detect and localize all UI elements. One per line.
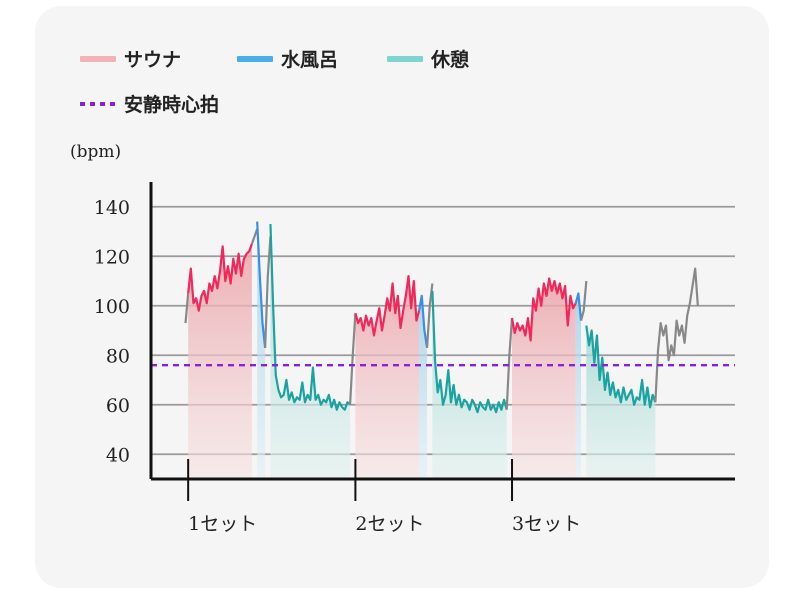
- series-line-gap2b: [425, 283, 434, 348]
- series-line-rest3: [585, 325, 657, 409]
- y-tick-label-80: 80: [106, 345, 130, 367]
- series-line-cold1: [256, 221, 267, 348]
- series-line-warmup: [184, 293, 190, 324]
- series-line-gap1b: [264, 236, 272, 348]
- fill-cold3: [575, 293, 582, 479]
- series-line-gap1: [250, 228, 259, 245]
- set-label-3: 3セット: [512, 513, 581, 535]
- fill-cold1: [257, 221, 266, 479]
- series-line-after: [654, 267, 699, 403]
- phase-fills: [188, 221, 656, 479]
- series-line-cold2: [418, 294, 429, 348]
- series-line-cold3: [574, 292, 583, 321]
- fill-rest1: [270, 224, 351, 479]
- set-label-1: 1セット: [188, 513, 257, 535]
- set-label-2: 2セット: [355, 513, 424, 535]
- y-tick-labels: 40 60 80 100 120 140: [94, 197, 130, 467]
- chart-card: [35, 6, 769, 588]
- legend-swatch-cold: [237, 56, 273, 62]
- fill-sauna2: [355, 276, 420, 479]
- series-lines: [151, 221, 735, 414]
- y-tick-label-40: 40: [106, 444, 130, 466]
- y-axis-label: (bpm): [70, 142, 121, 162]
- series-line-sauna3: [510, 277, 577, 342]
- y-tick-label-120: 120: [94, 246, 130, 268]
- series-line-gap2: [348, 313, 357, 405]
- axes: [149, 182, 735, 501]
- legend-label-rest: 休憩: [430, 48, 469, 71]
- legend-swatch-sauna: [80, 56, 116, 62]
- series-line-rest1: [269, 224, 351, 411]
- y-tick-label-140: 140: [94, 197, 130, 219]
- y-tick-label-60: 60: [106, 395, 130, 417]
- legend-swatch-rest: [387, 56, 423, 62]
- series-line-rest2: [431, 290, 508, 414]
- fill-sauna1: [188, 243, 252, 479]
- series-line-gap3b: [579, 280, 588, 321]
- series-line-sauna1: [187, 243, 253, 312]
- series-line-sauna2: [354, 274, 421, 337]
- fill-sauna3: [512, 278, 576, 479]
- legend-label-sauna: サウナ: [124, 49, 181, 71]
- y-tick-label-100: 100: [94, 296, 130, 318]
- series-line-gap3: [505, 318, 514, 410]
- legend-label-cold: 水風呂: [281, 49, 338, 71]
- set-labels: 1セット 2セット 3セット: [188, 513, 581, 535]
- fill-rest2: [432, 290, 507, 479]
- legend-label-resting: 安静時心拍: [124, 93, 219, 116]
